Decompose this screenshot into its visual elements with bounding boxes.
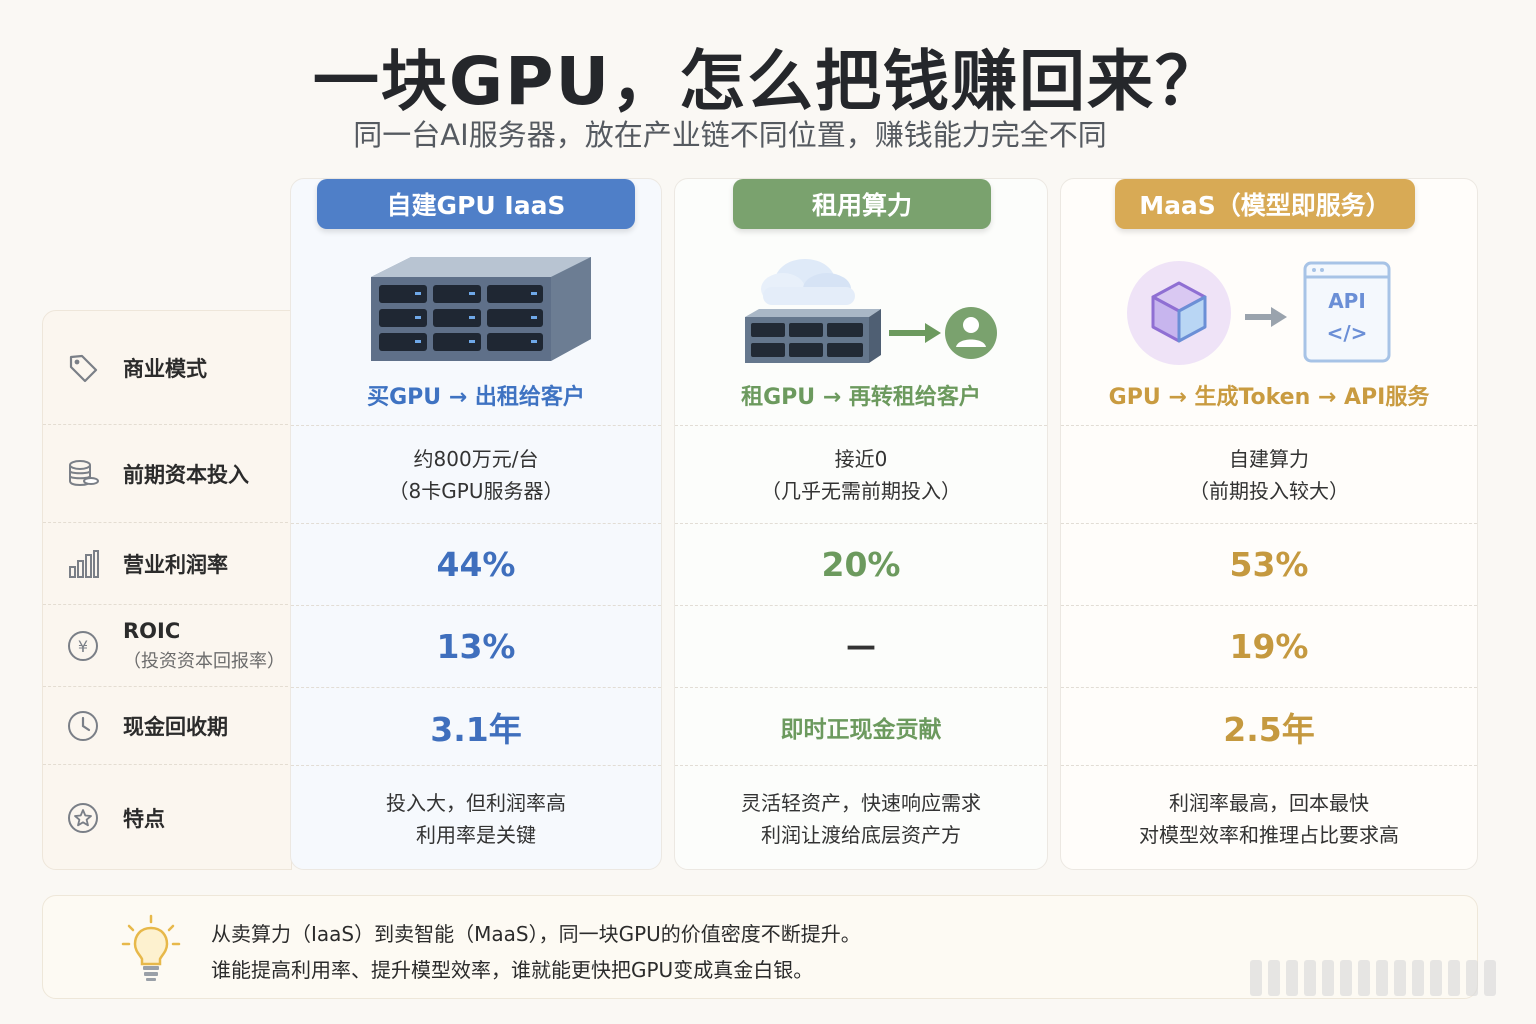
bar-chart-icon	[43, 547, 123, 581]
features-maas: 利润率最高，回本最快 对模型效率和推理占比要求高	[1061, 765, 1477, 871]
yen-coin-icon: ¥	[43, 629, 123, 663]
roic-rent: —	[675, 605, 1047, 687]
margin-rent: 20%	[675, 523, 1047, 605]
column-header-maas: MaaS（模型即服务）	[1115, 179, 1415, 229]
roic-maas: 19%	[1061, 605, 1477, 687]
roic-iaas: 13%	[291, 605, 661, 687]
model-text-iaas: 买GPU → 出租给客户	[367, 385, 585, 410]
api-text: API	[1328, 289, 1366, 313]
features-iaas: 投入大，但利润率高 利用率是关键	[291, 765, 661, 871]
row-label-model: 商业模式	[43, 311, 293, 425]
summary-footer: 从卖算力（IaaS）到卖智能（MaaS），同一块GPU的价值密度不断提升。 谁能…	[42, 895, 1478, 999]
cloud-server-user-illustration	[675, 249, 1047, 369]
api-window-icon	[1303, 261, 1391, 363]
code-text: </>	[1326, 321, 1368, 345]
row-label-margin: 营业利润率	[43, 523, 293, 605]
row-labels-panel: 商业模式 前期资本投入 营业利润率 ¥ ROIC （投资资本回报率） 现金回收期…	[42, 310, 293, 871]
row-label-features: 特点	[43, 765, 293, 871]
footer-line-2: 谁能提高利用率、提升模型效率，谁就能更快把GPU变成真金白银。	[211, 958, 814, 982]
model-text-rent: 租GPU → 再转租给客户	[741, 385, 981, 410]
margin-maas: 53%	[1061, 523, 1477, 605]
server-illustration	[291, 249, 661, 369]
column-header-iaas: 自建GPU IaaS	[317, 179, 635, 229]
column-rent: 租用算力 租GPU → 再转租给客户	[674, 178, 1048, 870]
row-label-payback: 现金回收期	[43, 687, 293, 765]
svg-text:¥: ¥	[78, 637, 88, 656]
roic-sublabel: （投资资本回报率）	[123, 650, 285, 672]
payback-maas: 2.5年	[1061, 687, 1477, 765]
coins-stack-icon	[43, 457, 123, 491]
star-badge-icon	[43, 801, 123, 835]
payback-iaas: 3.1年	[291, 687, 661, 765]
tag-icon	[43, 351, 123, 385]
lightbulb-icon	[121, 914, 181, 981]
watermark-placeholder	[1250, 955, 1526, 1001]
page-title: 一块GPU，怎么把钱赚回来？	[312, 43, 1224, 120]
roic-label: ROIC	[123, 618, 181, 643]
cloud-icon	[761, 259, 855, 305]
cube-icon	[1127, 261, 1231, 365]
margin-iaas: 44%	[291, 523, 661, 605]
footer-line-1: 从卖算力（IaaS）到卖智能（MaaS），同一块GPU的价值密度不断提升。	[211, 922, 861, 946]
features-rent: 灵活轻资产，快速响应需求 利润让渡给底层资产方	[675, 765, 1047, 871]
capex-rent: 接近0 （几乎无需前期投入）	[675, 425, 1047, 523]
user-icon	[945, 307, 997, 359]
column-maas: MaaS（模型即服务） API </> GPU → 生成Token → API服…	[1060, 178, 1478, 870]
clock-icon	[43, 709, 123, 743]
row-label-capex: 前期资本投入	[43, 425, 293, 523]
row-label-roic: ¥ ROIC （投资资本回报率）	[43, 605, 293, 687]
capex-maas: 自建算力 （前期投入较大）	[1061, 425, 1477, 523]
page-subtitle: 同一台AI服务器，放在产业链不同位置，赚钱能力完全不同	[353, 118, 1107, 152]
capex-iaas: 约800万元/台 （8卡GPU服务器）	[291, 425, 661, 523]
payback-rent: 即时正现金贡献	[675, 687, 1047, 765]
model-text-maas: GPU → 生成Token → API服务	[1108, 385, 1430, 410]
column-header-rent: 租用算力	[733, 179, 991, 229]
column-iaas: 自建GPU IaaS 买GPU → 出租给客户 约800万元/台 （8卡GPU服…	[290, 178, 662, 870]
model-api-illustration: API </>	[1061, 249, 1477, 369]
